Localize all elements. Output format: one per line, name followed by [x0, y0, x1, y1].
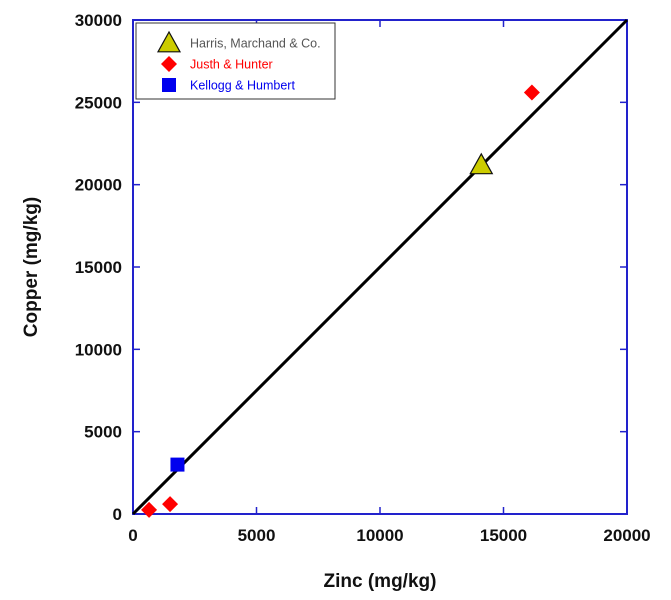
y-tick-label: 5000	[84, 423, 122, 442]
legend-label: Kellogg & Humbert	[190, 79, 295, 93]
axes: 0 5000 10000 15000 20000 0 5000 10000 15000 20000…	[75, 11, 651, 545]
y-tick-label: 30000	[75, 11, 122, 30]
y-axis-label: Copper (mg/kg)	[21, 197, 42, 337]
legend-marker	[161, 56, 177, 72]
legend-marker	[162, 78, 176, 92]
legend-label: Harris, Marchand & Co.	[190, 37, 321, 51]
y-tick-label: 10000	[75, 340, 122, 359]
x-tick-label: 0	[128, 526, 137, 545]
x-tick-label: 20000	[603, 526, 650, 545]
legend-marker	[156, 30, 182, 53]
reference-line	[131, 18, 629, 516]
y-tick-label: 25000	[75, 93, 122, 112]
legend: Harris, Marchand & Co. Justh & Hunter Kell…	[135, 22, 336, 100]
x-axis-label: Zinc (mg/kg)	[324, 571, 437, 592]
x-tick-label: 15000	[480, 526, 527, 545]
data-point	[170, 457, 185, 472]
y-tick-label: 15000	[75, 258, 122, 277]
data-point	[162, 496, 179, 513]
y-tick-label: 0	[113, 505, 122, 524]
x-tick-label: 10000	[356, 526, 403, 545]
legend-label: Justh & Hunter	[190, 58, 273, 72]
data-point	[523, 84, 540, 101]
y-tick-label: 20000	[75, 176, 122, 195]
data-point	[469, 152, 494, 175]
data-points	[141, 84, 540, 518]
x-tick-label: 5000	[238, 526, 276, 545]
data-point	[141, 501, 158, 518]
reference-line-group	[131, 18, 629, 516]
